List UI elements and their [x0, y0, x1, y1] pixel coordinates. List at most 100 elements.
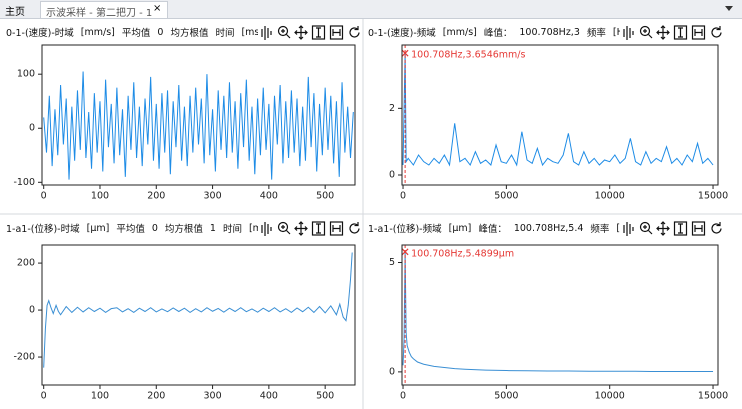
value-unit: [μm] — [448, 222, 472, 234]
peak-label: 100.708Hz,5.4899μm — [411, 248, 514, 259]
x-tick-label: 0 — [400, 391, 406, 402]
toolbar — [623, 25, 722, 40]
tab-bar: 主页 示波采样 - 第二把刀 - 1 × — [0, 0, 742, 19]
x-tick-label: 0 — [400, 191, 406, 202]
y-tick-label: 0 — [29, 305, 35, 316]
stat: 0 — [157, 26, 164, 38]
icon-bars[interactable] — [261, 222, 272, 236]
icon-reset[interactable] — [711, 222, 722, 234]
tab-close[interactable]: × — [153, 3, 162, 14]
x-unit: [Hz] — [612, 26, 620, 38]
panel-header: 1-a1-(位移)-频域 [μm] 峰值： 100.708Hz,5.4 频率 [Hz] — [368, 220, 620, 236]
panel-title: 0-1-(速度)-频域 — [368, 28, 436, 39]
peak-marker — [401, 248, 409, 256]
peak-label: 100.708Hz,3.6546mm/s — [411, 50, 525, 61]
panel-header: 1-a1-(位移)-时域 [μm] 平均值 0 均方根值 1 时间 [ms] — [6, 220, 258, 236]
icon-zoom[interactable] — [639, 221, 653, 235]
value-unit: [mm/s] — [80, 26, 115, 38]
y-tick-label: 100 — [17, 69, 35, 80]
toolbar — [623, 221, 722, 236]
x-unit: [ms] — [248, 222, 258, 234]
icon-fit-x[interactable] — [691, 25, 706, 40]
x-tick-label: 5000 — [494, 191, 518, 202]
stat: 0 — [151, 222, 158, 234]
stat: 1 — [209, 222, 216, 234]
x-axis-label: 时间 — [222, 224, 242, 235]
x-tick-label: 500 — [316, 191, 334, 202]
stat: 平均值 — [121, 28, 151, 39]
panel-title: 1-a1-(位移)-频域 — [368, 224, 442, 235]
signal-line — [43, 252, 353, 368]
icon-fit-y[interactable] — [311, 221, 326, 236]
x-tick-label: 300 — [204, 391, 222, 402]
x-tick-label: 200 — [147, 391, 165, 402]
plot-frame — [401, 44, 719, 186]
y-tick-label: -100 — [13, 177, 35, 188]
plot-frame — [41, 44, 356, 186]
x-tick-label: 100 — [91, 391, 109, 402]
y-tick-label: 2 — [389, 103, 395, 114]
toolbar — [261, 25, 360, 40]
icon-fit-y[interactable] — [673, 25, 688, 40]
icon-zoom[interactable] — [277, 25, 291, 39]
plot-frame — [401, 244, 719, 386]
icon-fit-x[interactable] — [691, 221, 706, 236]
x-tick-label: 0 — [41, 391, 47, 402]
stat: 100.708Hz,5.4 — [513, 222, 584, 234]
panel-title: 0-1-(速度)-时域 — [6, 28, 74, 39]
plot-frame — [41, 244, 356, 386]
stat: 峰值： — [483, 28, 513, 39]
active-tab[interactable]: 示波采样 - 第二把刀 - 1 × — [40, 1, 168, 19]
icon-pan[interactable] — [294, 221, 308, 236]
signal-line — [402, 53, 714, 167]
icon-pan[interactable] — [656, 221, 670, 236]
icon-fit-x[interactable] — [329, 25, 344, 40]
icon-zoom[interactable] — [639, 25, 653, 39]
tab-title: 示波采样 - 第二把刀 - 1 — [46, 8, 153, 19]
x-axis-label: 频率 — [586, 28, 606, 39]
x-tick-label: 15000 — [698, 391, 728, 402]
signal-line — [43, 71, 354, 180]
x-tick-label: 200 — [147, 191, 165, 202]
x-tick-label: 15000 — [698, 191, 728, 202]
panel-header: 0-1-(速度)-频域 [mm/s] 峰值： 100.708Hz,3 频率 [Hz] — [368, 24, 620, 40]
x-tick-label: 500 — [316, 391, 334, 402]
stat: 100.708Hz,3 — [519, 26, 580, 38]
x-tick-label: 400 — [260, 391, 278, 402]
icon-bars[interactable] — [261, 26, 272, 40]
stat: 峰值： — [478, 224, 507, 235]
x-tick-label: 10000 — [595, 191, 625, 202]
y-tick-label: 200 — [17, 258, 35, 269]
y-tick-label: 0 — [29, 123, 35, 134]
stat: 平均值 — [116, 224, 145, 235]
icon-pan[interactable] — [656, 25, 670, 40]
x-unit: [Hz] — [616, 222, 620, 234]
icon-pan[interactable] — [294, 25, 308, 40]
stat: 均方根值 — [164, 224, 203, 235]
panel-title: 1-a1-(位移)-时域 — [6, 224, 80, 235]
icon-fit-y[interactable] — [311, 25, 326, 40]
icon-reset[interactable] — [349, 26, 360, 38]
y-tick-label: 0 — [389, 366, 395, 377]
icon-fit-x[interactable] — [329, 221, 344, 236]
x-tick-label: 100 — [91, 191, 109, 202]
stat: 均方根值 — [170, 28, 209, 39]
icon-zoom[interactable] — [277, 221, 291, 235]
x-tick-label: 400 — [260, 191, 278, 202]
signal-line — [402, 251, 714, 372]
x-tick-label: 0 — [41, 191, 47, 202]
icon-reset[interactable] — [711, 26, 722, 38]
x-tick-label: 10000 — [595, 391, 625, 402]
x-tick-label: 300 — [204, 191, 222, 202]
dropdown-arrow[interactable] — [724, 5, 734, 13]
x-tick-label: 5000 — [494, 391, 518, 402]
icon-bars[interactable] — [623, 222, 634, 236]
icon-fit-y[interactable] — [673, 221, 688, 236]
y-tick-label: -200 — [13, 352, 35, 363]
icon-bars[interactable] — [623, 26, 634, 40]
icon-reset[interactable] — [349, 222, 360, 234]
home-tab[interactable]: 主页 — [5, 7, 25, 18]
